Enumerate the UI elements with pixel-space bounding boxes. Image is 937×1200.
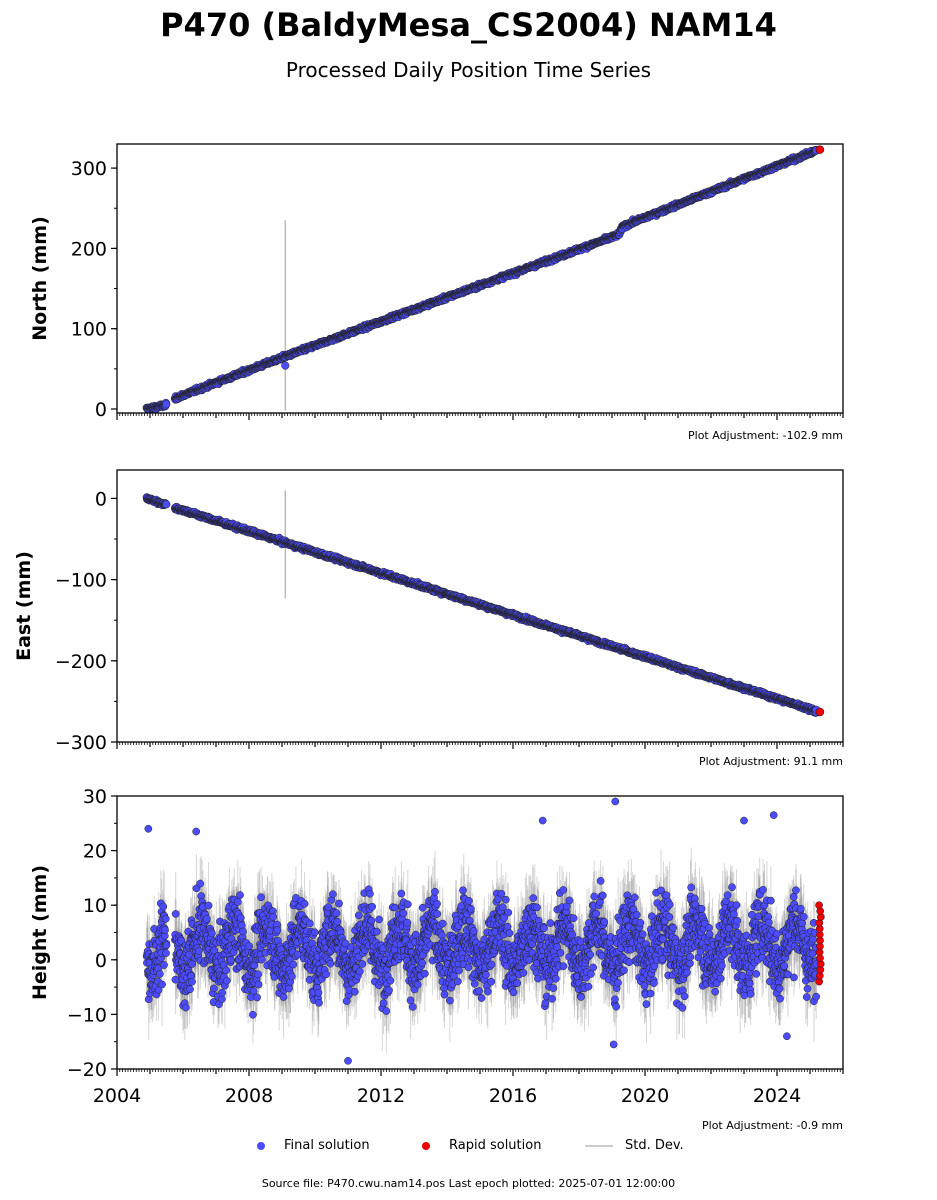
rapid-point bbox=[815, 145, 825, 154]
east-plot-area bbox=[142, 490, 825, 717]
y-tick-label: −300 bbox=[55, 732, 107, 754]
north-x-axis bbox=[116, 413, 844, 420]
y-tick-label: 300 bbox=[71, 158, 107, 180]
y-tick-label: 200 bbox=[71, 238, 107, 260]
chart-title: P470 (BaldyMesa_CS2004) NAM14 bbox=[160, 6, 777, 44]
north-panel: 0 100 200 300 North (mm) bbox=[29, 143, 844, 421]
y-tick-label: −100 bbox=[55, 570, 107, 592]
chart-subtitle: Processed Daily Position Time Series bbox=[285, 58, 652, 82]
y-tick-label: 0 bbox=[95, 399, 107, 421]
east-x-axis bbox=[116, 742, 844, 749]
final-point bbox=[162, 400, 171, 409]
y-tick-label: 0 bbox=[95, 488, 107, 510]
east-rapid-series bbox=[815, 707, 825, 717]
rapid-point bbox=[815, 707, 825, 717]
north-y-label: North (mm) bbox=[29, 216, 51, 341]
north-rapid-series bbox=[815, 145, 825, 154]
final-point bbox=[281, 361, 290, 370]
east-y-axis: 0 −100 −200 −300 bbox=[55, 488, 117, 754]
north-y-axis: 0 100 200 300 bbox=[71, 158, 117, 421]
height-plot-area bbox=[142, 797, 825, 1065]
east-final-series bbox=[142, 493, 821, 717]
north-plot-area bbox=[142, 145, 825, 413]
north-final-series bbox=[142, 145, 821, 413]
east-y-label: East (mm) bbox=[13, 551, 35, 661]
final-point bbox=[162, 500, 171, 509]
east-panel: 0 −100 −200 −300 East (mm) bbox=[13, 469, 844, 754]
y-tick-label: −200 bbox=[55, 651, 107, 673]
y-tick-label: 100 bbox=[71, 319, 107, 341]
